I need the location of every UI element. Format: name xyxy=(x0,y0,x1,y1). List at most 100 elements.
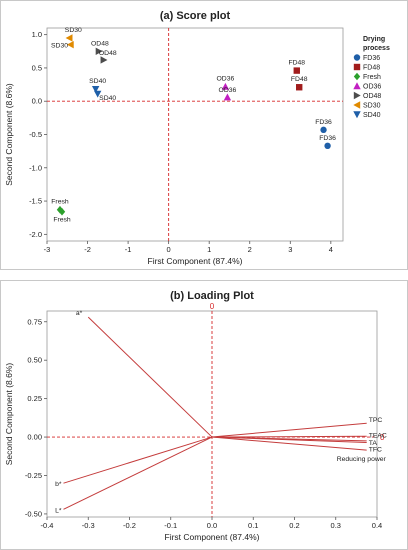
point-label: FD36 xyxy=(319,135,336,142)
score-plot-panel: (a) Score plot -3 -2 -1 0 1 2 3 4 -2.0 -1.5 -1.0 -0.… xyxy=(0,0,408,270)
loading-x-tick-label: 0.1 xyxy=(248,521,258,530)
legend-item-fresh: Fresh xyxy=(353,72,381,81)
vector-line xyxy=(87,316,213,438)
loading-x-tick-label: 0.0 xyxy=(207,521,217,530)
data-point xyxy=(221,82,230,90)
vector-label: L* xyxy=(55,507,62,514)
point-label: OD48 xyxy=(99,50,117,57)
score-y-tick-label: -2.0 xyxy=(29,230,42,239)
vector-line xyxy=(63,436,213,510)
vector-line xyxy=(211,435,367,438)
series-od48: OD48 OD48 xyxy=(91,40,117,64)
legend-label: FD48 xyxy=(363,65,380,72)
legend-label: FD36 xyxy=(363,55,380,62)
point-label: FD48 xyxy=(288,60,305,67)
legend-marker xyxy=(353,54,361,61)
point-label: FD36 xyxy=(315,119,332,126)
legend-marker xyxy=(353,101,361,109)
loading-title: (b) Loading Plot xyxy=(170,290,254,302)
vector-label: b* xyxy=(55,481,62,488)
score-y-tick-label: -1.5 xyxy=(29,197,42,206)
data-point xyxy=(58,207,66,216)
loading-x-tick-label: 0.3 xyxy=(331,521,341,530)
loading-vector: TEAC xyxy=(211,432,387,439)
loading-vector: L* xyxy=(55,436,213,514)
loading-x-tick-label: 0.2 xyxy=(289,521,299,530)
score-title: (a) Score plot xyxy=(160,10,231,22)
vertical-reference-label: 0 xyxy=(210,302,215,311)
loading-x-tick-label: -0.4 xyxy=(41,521,54,530)
score-x-tick-label: 2 xyxy=(248,245,252,254)
point-label: OD48 xyxy=(91,40,109,47)
loading-y-tick-label: -0.50 xyxy=(25,509,42,518)
vector-label: a* xyxy=(76,310,83,317)
loading-x-tick-label: -0.1 xyxy=(164,521,177,530)
score-x-tick-label: -3 xyxy=(44,245,51,254)
loading-x-axis-label: First Component (87.4%) xyxy=(165,532,260,542)
legend-label: SD30 xyxy=(363,103,381,110)
legend-marker xyxy=(353,72,361,81)
legend: Drying process FD36 FD48 Fresh OD36 OD48 SD30 SD… xyxy=(353,36,390,119)
loading-vector: TFC xyxy=(211,436,382,453)
vector-label: Reducing power xyxy=(337,456,387,463)
loading-y-tick-label: -0.25 xyxy=(25,471,42,480)
horizontal-reference-label: 0 xyxy=(380,433,385,442)
point-label: SD30 xyxy=(51,43,68,50)
legend-label: Fresh xyxy=(363,74,381,81)
loading-vector: Reducing power xyxy=(211,436,387,463)
point-label: OD36 xyxy=(217,76,235,83)
data-point xyxy=(66,40,74,49)
legend-item-fd48: FD48 xyxy=(353,63,380,72)
vector-label: TPC xyxy=(369,417,383,424)
score-x-tick-label: -2 xyxy=(84,245,91,254)
loading-vector: b* xyxy=(55,436,213,488)
loading-x-tick-label: 0.4 xyxy=(372,521,382,530)
loading-y-tick-label: 0.50 xyxy=(27,356,42,365)
data-point xyxy=(296,84,303,91)
point-label: FD48 xyxy=(291,76,308,83)
legend-title: process xyxy=(363,45,390,52)
legend-label: OD48 xyxy=(363,93,381,100)
loading-y-axis-label: Second Component (8.6%) xyxy=(4,363,14,466)
score-y-tick-label: 1.0 xyxy=(32,30,42,39)
data-point xyxy=(223,93,232,101)
data-point xyxy=(320,126,327,134)
loading-y-tick-label: 0.00 xyxy=(27,433,42,442)
point-label: Fresh xyxy=(51,199,69,206)
data-point xyxy=(100,56,108,64)
series-sd40: SD40 SD40 xyxy=(89,78,116,102)
score-x-tick-label: 0 xyxy=(167,245,171,254)
point-label: SD40 xyxy=(89,78,106,85)
vector-line xyxy=(211,436,367,451)
legend-item-od48: OD48 xyxy=(353,91,381,100)
data-point xyxy=(56,205,64,214)
series-od36: OD36 OD36 xyxy=(217,76,237,101)
point-label: Fresh xyxy=(53,217,71,224)
legend-item-fd36: FD36 xyxy=(353,54,380,62)
score-y-axis-label: Second Component (8.6%) xyxy=(4,83,14,186)
data-point xyxy=(95,47,103,55)
series-fd48: FD48 FD48 xyxy=(288,60,308,91)
score-y-tick-label: -0.5 xyxy=(29,130,42,139)
legend-marker xyxy=(353,63,361,71)
legend-title: Drying xyxy=(363,36,385,43)
legend-marker xyxy=(353,111,361,119)
score-plot: (a) Score plot -3 -2 -1 0 1 2 3 4 -2.0 -1.5 -1.0 -0.… xyxy=(4,10,390,266)
score-y-tick-label: 0.0 xyxy=(32,97,42,106)
vector-label: TEAC xyxy=(369,432,387,439)
loading-x-tick-label: -0.3 xyxy=(82,521,95,530)
score-x-axis-label: First Component (87.4%) xyxy=(148,256,243,266)
vector-line xyxy=(63,436,213,484)
vector-label: TFC xyxy=(369,446,382,453)
data-point xyxy=(293,67,300,74)
loading-x-tick-label: -0.2 xyxy=(123,521,136,530)
legend-label: SD40 xyxy=(363,112,381,119)
data-point xyxy=(65,34,73,42)
vector-line xyxy=(211,422,367,438)
legend-marker xyxy=(353,91,361,100)
score-x-tick-label: 3 xyxy=(288,245,292,254)
point-label: OD36 xyxy=(219,87,237,94)
legend-label: OD36 xyxy=(363,84,381,91)
data-point xyxy=(324,142,331,150)
